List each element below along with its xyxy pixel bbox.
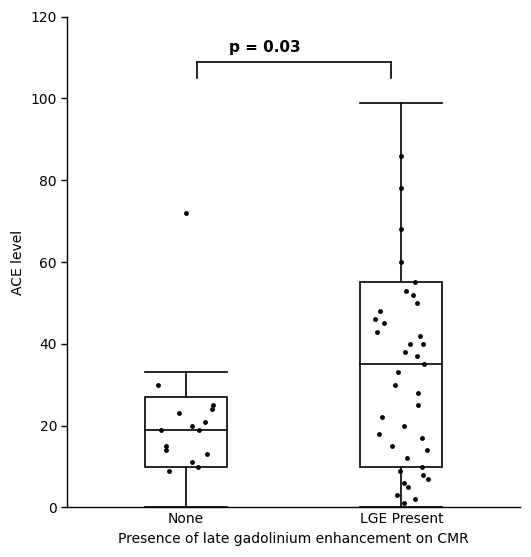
Bar	[361, 282, 442, 467]
Y-axis label: ACE level: ACE level	[11, 229, 25, 295]
X-axis label: Presence of late gadolinium enhancement on CMR: Presence of late gadolinium enhancement …	[118, 532, 469, 546]
Bar	[145, 397, 227, 467]
Text: p = 0.03: p = 0.03	[229, 41, 301, 56]
